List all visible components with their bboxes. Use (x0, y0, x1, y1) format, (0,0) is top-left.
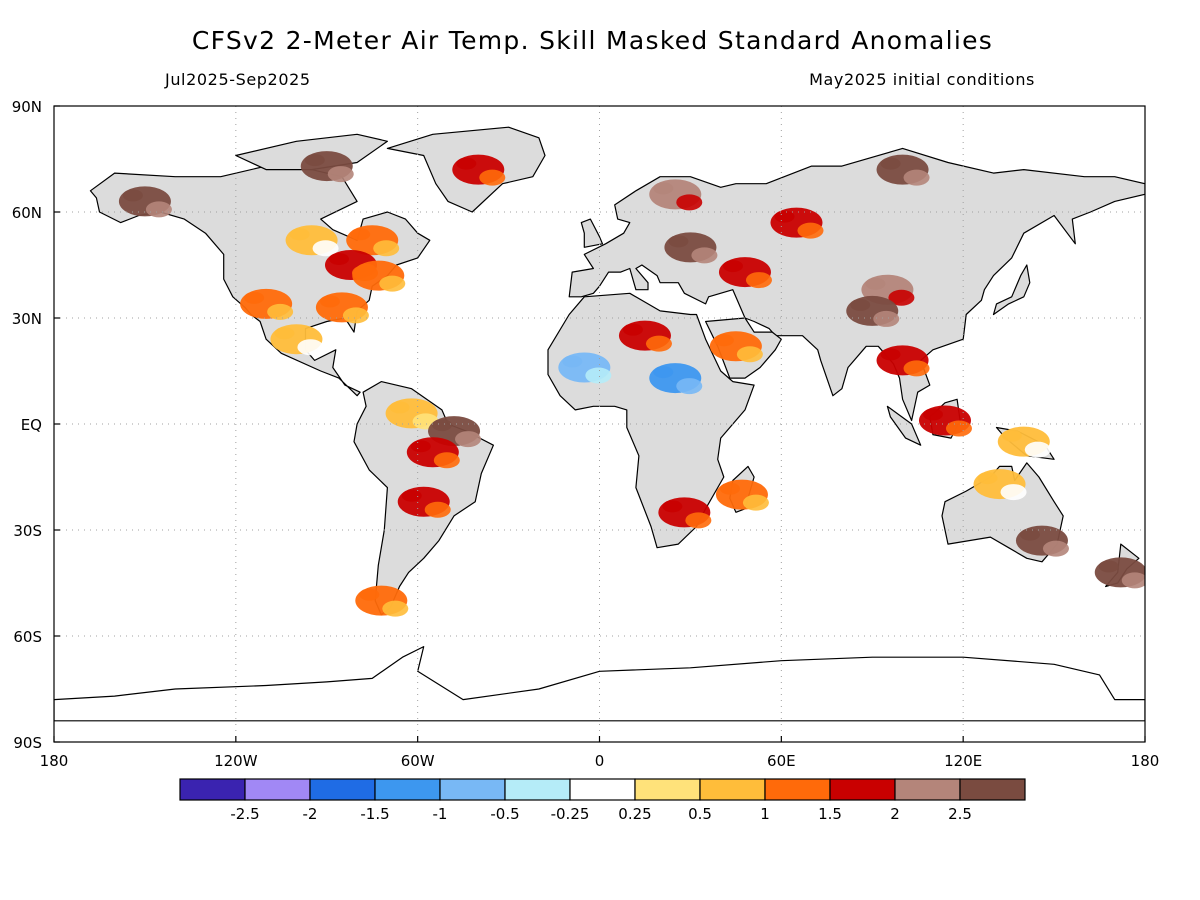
y-tick-label: 30N (12, 310, 42, 328)
anomaly-region (718, 257, 772, 289)
y-tick-label: 90S (13, 734, 42, 752)
colorbar-label: -1.5 (360, 805, 389, 823)
anomaly-region (428, 416, 482, 448)
colorbar: -2.5 -2 -1.5 -1 -0.5 -0.25 0.25 0.5 1 1.5 2 2.5 (179, 778, 1026, 823)
colorbar-swatch (894, 778, 961, 801)
y-tick-label: 60S (13, 628, 42, 646)
anomaly-region (649, 363, 703, 395)
colorbar-label: -0.25 (551, 805, 590, 823)
anomaly-region (715, 479, 769, 511)
graticule (54, 106, 1145, 742)
colorbar-swatch (569, 778, 636, 801)
anomaly-region (452, 154, 506, 186)
landmass-japan (992, 264, 1031, 316)
initial-conditions: May2025 initial conditions (809, 70, 1035, 89)
y-tick-label: EQ (21, 416, 42, 434)
anomaly-region (315, 292, 369, 324)
anomaly-region (397, 486, 451, 518)
anomaly-region (918, 405, 972, 437)
anomaly-region (406, 437, 460, 469)
colorbar-swatch (699, 778, 766, 801)
colorbar-label: -0.5 (490, 805, 519, 823)
y-tick-label: 90N (12, 98, 42, 116)
colorbar-swatch (764, 778, 831, 801)
axis-labels: 180 120W 60W 0 60E 120E 180 90N 60N 30N EQ 30S 60S 90… (12, 98, 1160, 770)
anomaly-region (558, 352, 612, 384)
colorbar-label: 2.5 (948, 805, 972, 823)
y-tick-label: 60N (12, 204, 42, 222)
anomaly-region (118, 186, 172, 218)
anomaly-region (846, 295, 900, 327)
map-title: CFSv2 2-Meter Air Temp. Skill Masked Sta… (191, 26, 994, 55)
colorbar-label: 0.25 (618, 805, 651, 823)
x-tick-label: 0 (595, 752, 605, 770)
colorbar-swatch (439, 778, 506, 801)
x-tick-label: 180 (1131, 752, 1160, 770)
anomaly-region (997, 426, 1051, 458)
valid-period: Jul2025-Sep2025 (165, 70, 311, 89)
anomaly-region (658, 497, 712, 529)
x-tick-label: 120E (944, 752, 982, 770)
colorbar-label: 1.5 (818, 805, 842, 823)
colorbar-swatch (634, 778, 701, 801)
colorbar-swatch (179, 778, 246, 801)
colorbar-swatch (309, 778, 376, 801)
colorbar-label: -2.5 (230, 805, 259, 823)
x-tick-label: 60E (767, 752, 796, 770)
anomaly-region (709, 331, 763, 363)
anomaly-region (649, 179, 703, 211)
landmass-antarctica (54, 645, 1145, 722)
anomaly-region (876, 154, 930, 186)
anomaly-region (346, 225, 400, 257)
colorbar-swatch (374, 778, 441, 801)
anomaly-region (876, 345, 930, 377)
anomaly-region (270, 324, 324, 356)
colorbar-swatch (829, 778, 896, 801)
anomaly-region (770, 207, 824, 239)
x-tick-label: 180 (40, 752, 69, 770)
x-tick-label: 60W (401, 752, 435, 770)
anomaly-region (618, 320, 672, 352)
anomaly-region (355, 585, 409, 617)
colorbar-swatch (959, 778, 1026, 801)
y-tick-label: 30S (13, 522, 42, 540)
anomaly-region (352, 260, 406, 292)
anomaly-region (385, 398, 439, 430)
colorbar-label: -1 (433, 805, 448, 823)
x-tick-label: 120W (214, 752, 258, 770)
colorbar-swatch (244, 778, 311, 801)
anomaly-region (861, 274, 915, 306)
landmass-sumatra (886, 405, 922, 446)
colorbar-label: 2 (890, 805, 900, 823)
anomaly-region (240, 288, 294, 320)
anomaly-region (1015, 525, 1069, 557)
colorbar-label: 0.5 (688, 805, 712, 823)
anomaly-region (285, 225, 339, 257)
anomaly-region (664, 232, 718, 264)
anomaly-region (1094, 557, 1145, 589)
anomaly-region (973, 469, 1027, 501)
colorbar-label: 1 (760, 805, 770, 823)
anomaly-region (300, 151, 354, 183)
landmass-britain (580, 218, 604, 248)
anomaly-layer (118, 151, 1145, 617)
colorbar-label: -2 (303, 805, 318, 823)
colorbar-swatch (504, 778, 571, 801)
